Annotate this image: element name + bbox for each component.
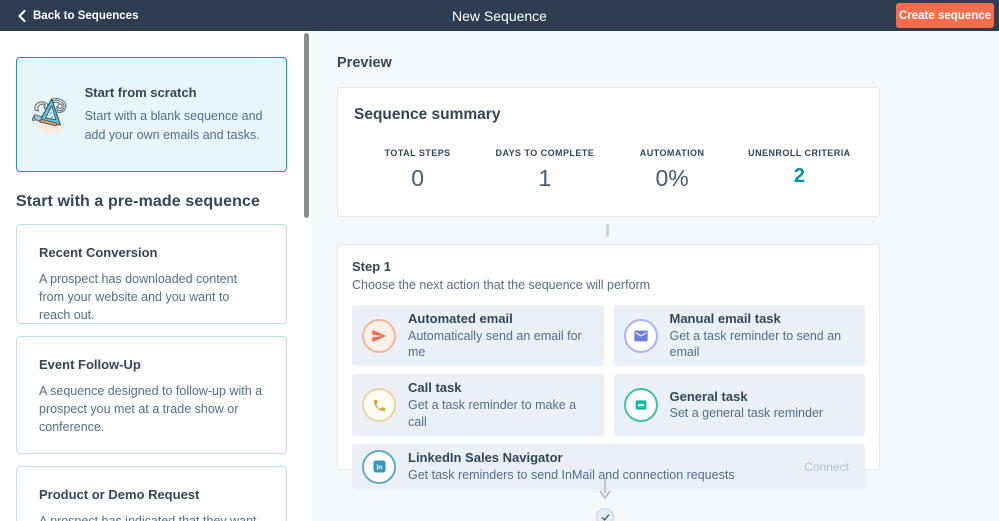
premade-sequence-heading: Start with a pre-made sequence bbox=[16, 193, 260, 210]
stat-label: TOTAL STEPS bbox=[384, 148, 451, 158]
option-linkedin-sales-navigator[interactable]: in LinkedIn Sales Navigator Get task rem… bbox=[352, 443, 865, 490]
step-title: Step 1 bbox=[352, 259, 392, 274]
chevron-left-icon bbox=[18, 9, 26, 22]
sidebar-scrollbar-thumb[interactable] bbox=[304, 33, 309, 218]
stat-total-steps: TOTAL STEPS 0 bbox=[354, 148, 481, 192]
summary-stats: TOTAL STEPS 0 DAYS TO COMPLETE 1 AUTOMAT… bbox=[354, 148, 863, 192]
premade-card-product-or-demo-request[interactable]: Product or Demo Request A prospect has i… bbox=[16, 466, 287, 521]
premade-card-event-follow-up[interactable]: Event Follow-Up A sequence designed to f… bbox=[16, 336, 287, 454]
sidebar: Start from scratch Start with a blank se… bbox=[0, 31, 312, 521]
connector-line bbox=[606, 224, 609, 237]
topbar: Back to Sequences New Sequence Create se… bbox=[0, 0, 999, 31]
create-sequence-button[interactable]: Create sequence bbox=[896, 3, 994, 28]
start-from-scratch-card[interactable]: Start from scratch Start with a blank se… bbox=[16, 57, 287, 172]
phone-icon bbox=[362, 388, 396, 423]
premade-card-description: A prospect has downloaded content from y… bbox=[39, 272, 238, 323]
step-subtitle: Choose the next action that the sequence… bbox=[352, 278, 651, 292]
task-card-icon bbox=[623, 388, 658, 423]
option-description: Set a general task reminder bbox=[669, 406, 824, 421]
option-description: Get a task reminder to make a call bbox=[408, 398, 577, 429]
option-description: Get a task reminder to send an email bbox=[669, 328, 842, 360]
content-area: Start from scratch Start with a blank se… bbox=[0, 31, 999, 521]
svg-text:in: in bbox=[376, 464, 382, 472]
stat-label: AUTOMATION bbox=[639, 148, 705, 158]
paper-plane-icon bbox=[362, 318, 396, 353]
option-description: Automatically send an email for me bbox=[408, 328, 582, 360]
step-1-card: Step 1 Choose the next action that the s… bbox=[337, 244, 880, 490]
premade-card-title: Event Follow-Up bbox=[39, 357, 141, 372]
option-manual-email-task[interactable]: Manual email task Get a task reminder to… bbox=[613, 305, 865, 367]
scratch-card-description: Start with a blank sequence and add your… bbox=[84, 109, 263, 142]
premade-card-title: Product or Demo Request bbox=[39, 487, 200, 502]
premade-card-description: A sequence designed to follow-up with a … bbox=[39, 384, 263, 435]
sequence-summary-card: Sequence summary TOTAL STEPS 0 DAYS TO C… bbox=[337, 87, 880, 217]
unenroll-criteria-link[interactable]: 2 bbox=[793, 165, 805, 187]
premade-card-title: Recent Conversion bbox=[39, 245, 158, 260]
back-to-sequences-link[interactable]: Back to Sequences bbox=[18, 9, 139, 22]
option-title: Call task bbox=[408, 380, 462, 396]
linkedin-connect-link[interactable]: Connect bbox=[804, 459, 849, 474]
option-general-task[interactable]: General task Set a general task reminder bbox=[613, 374, 865, 436]
option-title: Automated email bbox=[408, 311, 513, 326]
stat-days-to-complete: DAYS TO COMPLETE 1 bbox=[481, 148, 608, 192]
step-options: Automated email Automatically send an em… bbox=[352, 305, 865, 490]
option-automated-email[interactable]: Automated email Automatically send an em… bbox=[352, 305, 604, 367]
premade-card-recent-conversion[interactable]: Recent Conversion A prospect has downloa… bbox=[16, 224, 287, 324]
page-title: New Sequence bbox=[452, 7, 547, 24]
back-label: Back to Sequences bbox=[33, 9, 139, 22]
option-title: Manual email task bbox=[669, 311, 781, 326]
linkedin-icon: in bbox=[362, 449, 396, 484]
envelope-icon bbox=[623, 318, 658, 353]
sequence-summary-title: Sequence summary bbox=[354, 106, 501, 123]
stat-value: 0% bbox=[655, 165, 689, 191]
option-title: LinkedIn Sales Navigator bbox=[408, 450, 563, 466]
option-description: Get task reminders to send InMail and co… bbox=[408, 468, 735, 483]
stat-value: 1 bbox=[538, 165, 552, 191]
option-title: General task bbox=[669, 388, 748, 404]
preview-heading: Preview bbox=[337, 55, 392, 71]
stat-unenroll-criteria: UNENROLL CRITERIA 2 bbox=[736, 148, 863, 192]
scratch-card-title: Start from scratch bbox=[84, 85, 197, 101]
option-call-task[interactable]: Call task Get a task reminder to make a … bbox=[352, 374, 604, 436]
premade-card-description: A prospect has indicated that they want … bbox=[39, 514, 257, 521]
stat-label: DAYS TO COMPLETE bbox=[495, 148, 595, 158]
preview-panel: Preview Sequence summary TOTAL STEPS 0 D… bbox=[312, 31, 999, 521]
tools-illustration bbox=[32, 97, 67, 134]
finish-step-icon[interactable] bbox=[596, 508, 614, 521]
stat-label: UNENROLL CRITERIA bbox=[748, 148, 851, 158]
stat-value: 0 bbox=[411, 165, 425, 191]
stat-automation: AUTOMATION 0% bbox=[609, 148, 736, 192]
down-arrow-icon bbox=[598, 478, 612, 505]
